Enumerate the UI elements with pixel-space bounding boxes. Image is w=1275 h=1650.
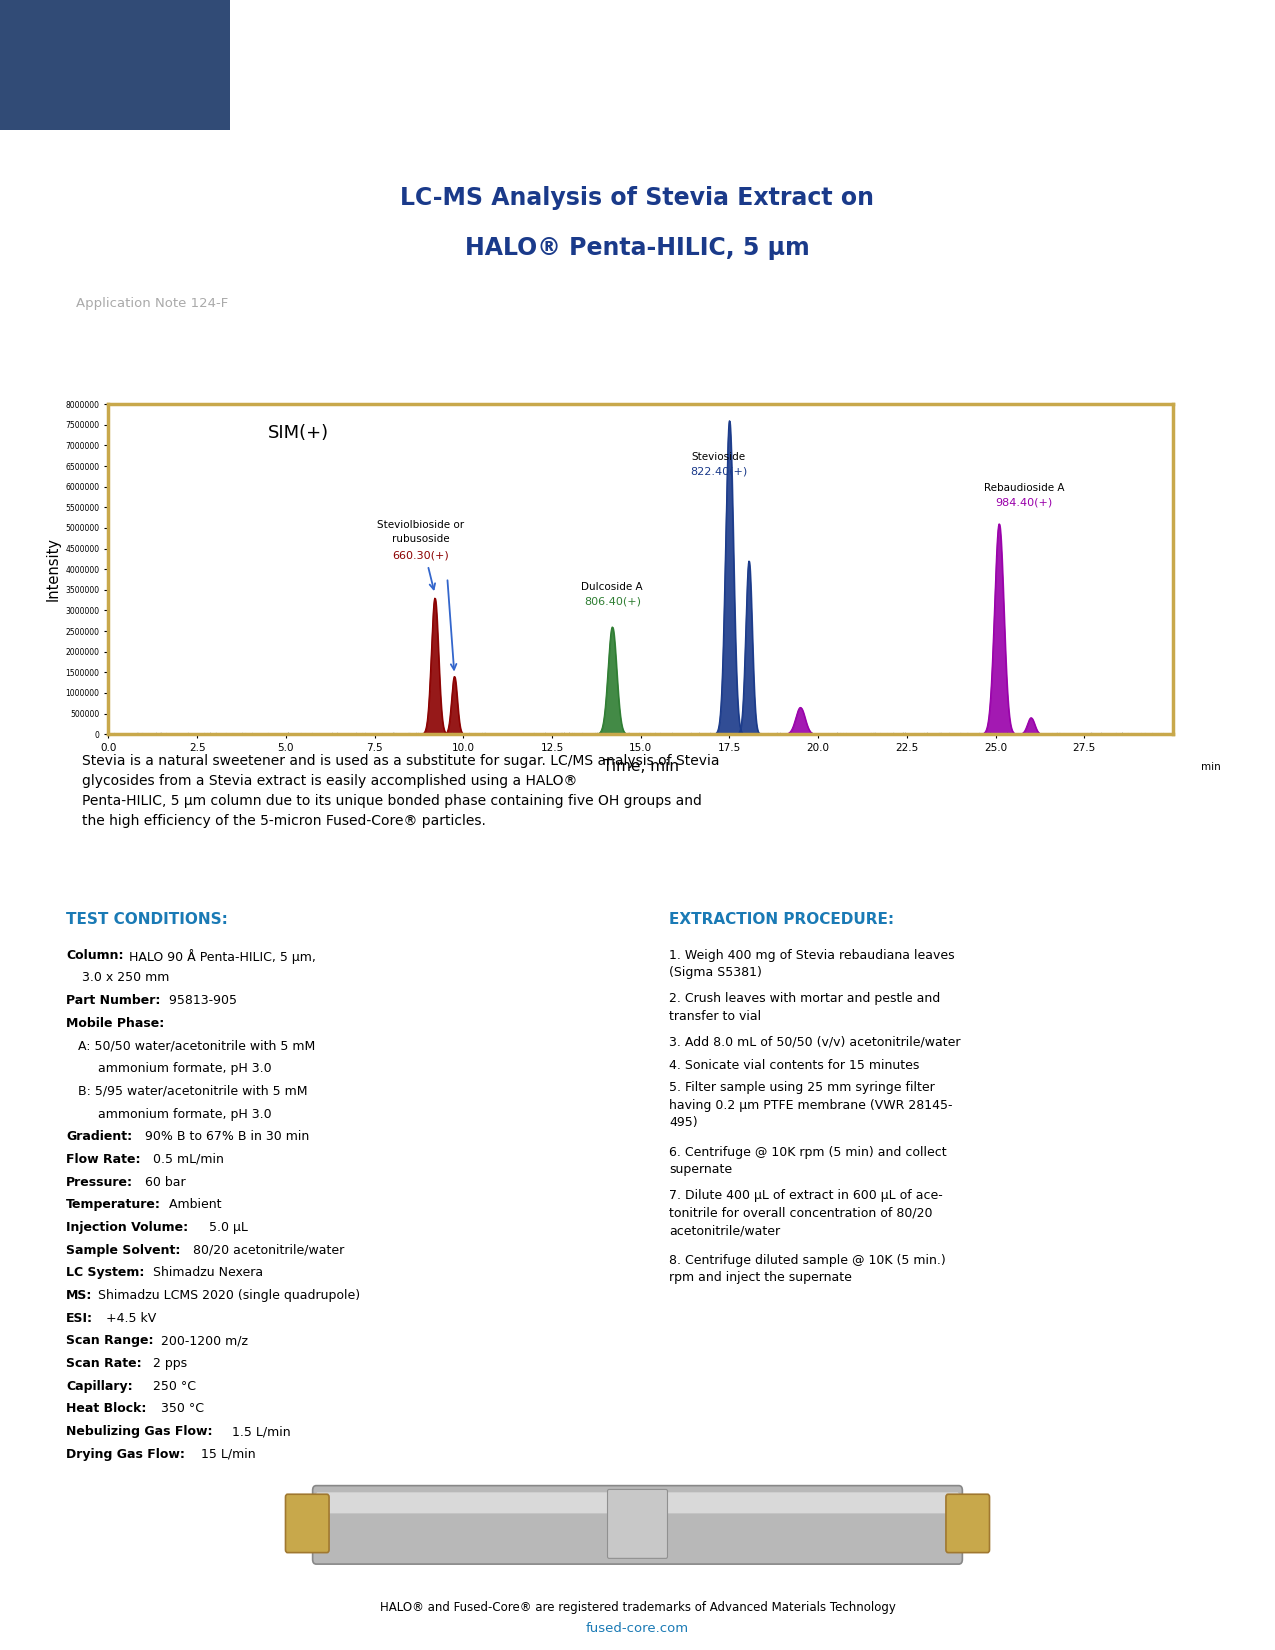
Text: Column:: Column: — [66, 949, 124, 962]
Text: 350 °C: 350 °C — [157, 1402, 204, 1416]
Text: Stevia is a natural sweetener and is used as a substitute for sugar. LC/MS analy: Stevia is a natural sweetener and is use… — [82, 754, 719, 828]
Text: Mobile Phase:: Mobile Phase: — [66, 1016, 164, 1030]
Text: 984.40(+): 984.40(+) — [996, 497, 1053, 507]
Text: HALO® Penta-HILIC, 5 μm: HALO® Penta-HILIC, 5 μm — [465, 236, 810, 261]
Text: Temperature:: Temperature: — [66, 1198, 161, 1211]
Text: min: min — [1201, 762, 1221, 772]
Text: Gradient:: Gradient: — [66, 1130, 133, 1143]
Text: 806.40(+): 806.40(+) — [584, 596, 641, 606]
Text: Flow Rate:: Flow Rate: — [66, 1153, 140, 1167]
Text: Drying Gas Flow:: Drying Gas Flow: — [66, 1449, 185, 1460]
Text: 4. Sonicate vial contents for 15 minutes: 4. Sonicate vial contents for 15 minutes — [669, 1059, 919, 1071]
Text: Pressure:: Pressure: — [66, 1175, 134, 1188]
Text: Capillary:: Capillary: — [66, 1379, 133, 1393]
Text: Shimadzu LCMS 2020 (single quadrupole): Shimadzu LCMS 2020 (single quadrupole) — [94, 1289, 360, 1302]
Text: 822.40(+): 822.40(+) — [690, 467, 747, 477]
FancyBboxPatch shape — [946, 1495, 989, 1553]
Text: Part Number:: Part Number: — [66, 993, 161, 1006]
Text: Application Note 124-F: Application Note 124-F — [76, 297, 228, 310]
Text: 3.0 x 250 mm: 3.0 x 250 mm — [66, 972, 170, 985]
Text: Ambient: Ambient — [164, 1198, 222, 1211]
Text: 250 °C: 250 °C — [149, 1379, 196, 1393]
Text: +4.5 kV: +4.5 kV — [102, 1312, 156, 1325]
Text: fused-core.com: fused-core.com — [586, 1622, 688, 1635]
Text: 660.30(+): 660.30(+) — [393, 551, 449, 561]
Text: 2. Crush leaves with mortar and pestle and
transfer to vial: 2. Crush leaves with mortar and pestle a… — [669, 992, 941, 1023]
Text: 1.5 L/min: 1.5 L/min — [228, 1426, 291, 1439]
Text: Heat Block:: Heat Block: — [66, 1402, 147, 1416]
Text: 6. Centrifuge @ 10K rpm (5 min) and collect
supernate: 6. Centrifuge @ 10K rpm (5 min) and coll… — [669, 1145, 947, 1176]
Text: B: 5/95 water/acetonitrile with 5 mM: B: 5/95 water/acetonitrile with 5 mM — [66, 1086, 307, 1097]
Text: Scan Range:: Scan Range: — [66, 1335, 154, 1348]
Text: ®: ® — [752, 30, 765, 43]
Text: Injection Volume:: Injection Volume: — [66, 1221, 189, 1234]
Text: LC-MS Analysis of Stevia Extract on: LC-MS Analysis of Stevia Extract on — [400, 186, 875, 211]
Text: 3. Add 8.0 mL of 50/50 (v/v) acetonitrile/water: 3. Add 8.0 mL of 50/50 (v/v) acetonitril… — [669, 1036, 961, 1049]
Text: HALO 90 Å Penta-HILIC, 5 μm,: HALO 90 Å Penta-HILIC, 5 μm, — [125, 949, 316, 964]
Text: 5.0 μL: 5.0 μL — [204, 1221, 247, 1234]
Text: 80/20 acetonitrile/water: 80/20 acetonitrile/water — [189, 1244, 344, 1257]
FancyBboxPatch shape — [286, 1495, 329, 1553]
Text: Dulcoside A: Dulcoside A — [581, 582, 643, 592]
Text: HalØ.: HalØ. — [555, 30, 720, 81]
Text: rubusoside: rubusoside — [391, 535, 450, 544]
Text: ammonium formate, pH 3.0: ammonium formate, pH 3.0 — [66, 1063, 272, 1076]
Text: ESI:: ESI: — [66, 1312, 93, 1325]
Text: 95813-905: 95813-905 — [164, 993, 237, 1006]
Text: Rebaudioside A: Rebaudioside A — [984, 483, 1065, 493]
Text: Shimadzu Nexera: Shimadzu Nexera — [149, 1266, 264, 1279]
Text: 15 L/min: 15 L/min — [196, 1449, 255, 1460]
Text: 7. Dilute 400 μL of extract in 600 μL of ace-
tonitrile for overall concentratio: 7. Dilute 400 μL of extract in 600 μL of… — [669, 1190, 944, 1238]
FancyBboxPatch shape — [607, 1490, 668, 1558]
Text: HALO® and Fused-Core® are registered trademarks of Advanced Materials Technology: HALO® and Fused-Core® are registered tra… — [380, 1600, 895, 1614]
Text: Sample Solvent:: Sample Solvent: — [66, 1244, 181, 1257]
Text: 5. Filter sample using 25 mm syringe filter
having 0.2 μm PTFE membrane (VWR 281: 5. Filter sample using 25 mm syringe fil… — [669, 1081, 952, 1129]
Text: TEST CONDITIONS:: TEST CONDITIONS: — [66, 912, 228, 927]
Text: Stevioside: Stevioside — [692, 452, 746, 462]
Text: Scan Rate:: Scan Rate: — [66, 1356, 142, 1370]
Text: LC System:: LC System: — [66, 1266, 144, 1279]
Text: Nebulizing Gas Flow:: Nebulizing Gas Flow: — [66, 1426, 213, 1439]
Text: EXTRACTION PROCEDURE:: EXTRACTION PROCEDURE: — [669, 912, 895, 927]
Text: 2 pps: 2 pps — [149, 1356, 187, 1370]
Text: 1. Weigh 400 mg of Stevia rebaudiana leaves
(Sigma S5381): 1. Weigh 400 mg of Stevia rebaudiana lea… — [669, 949, 955, 978]
Text: FOOD / BEVERAGE: FOOD / BEVERAGE — [532, 78, 743, 97]
Text: 8. Centrifuge diluted sample @ 10K (5 min.)
rpm and inject the supernate: 8. Centrifuge diluted sample @ 10K (5 mi… — [669, 1254, 946, 1284]
X-axis label: Time, min: Time, min — [603, 759, 678, 774]
Text: 60 bar: 60 bar — [142, 1175, 186, 1188]
Text: MS:: MS: — [66, 1289, 93, 1302]
FancyBboxPatch shape — [312, 1485, 963, 1564]
Text: A: 50/50 water/acetonitrile with 5 mM: A: 50/50 water/acetonitrile with 5 mM — [66, 1040, 315, 1053]
Text: ammonium formate, pH 3.0: ammonium formate, pH 3.0 — [66, 1107, 272, 1120]
Text: 0.5 mL/min: 0.5 mL/min — [149, 1153, 224, 1167]
Bar — [0, 0, 230, 130]
Text: SIM(+): SIM(+) — [268, 424, 329, 442]
FancyBboxPatch shape — [316, 1492, 959, 1513]
Y-axis label: Intensity: Intensity — [46, 538, 61, 601]
Text: 200-1200 m/z: 200-1200 m/z — [157, 1335, 249, 1348]
Text: Steviolbioside or: Steviolbioside or — [377, 520, 464, 530]
Text: 90% B to 67% B in 30 min: 90% B to 67% B in 30 min — [142, 1130, 310, 1143]
